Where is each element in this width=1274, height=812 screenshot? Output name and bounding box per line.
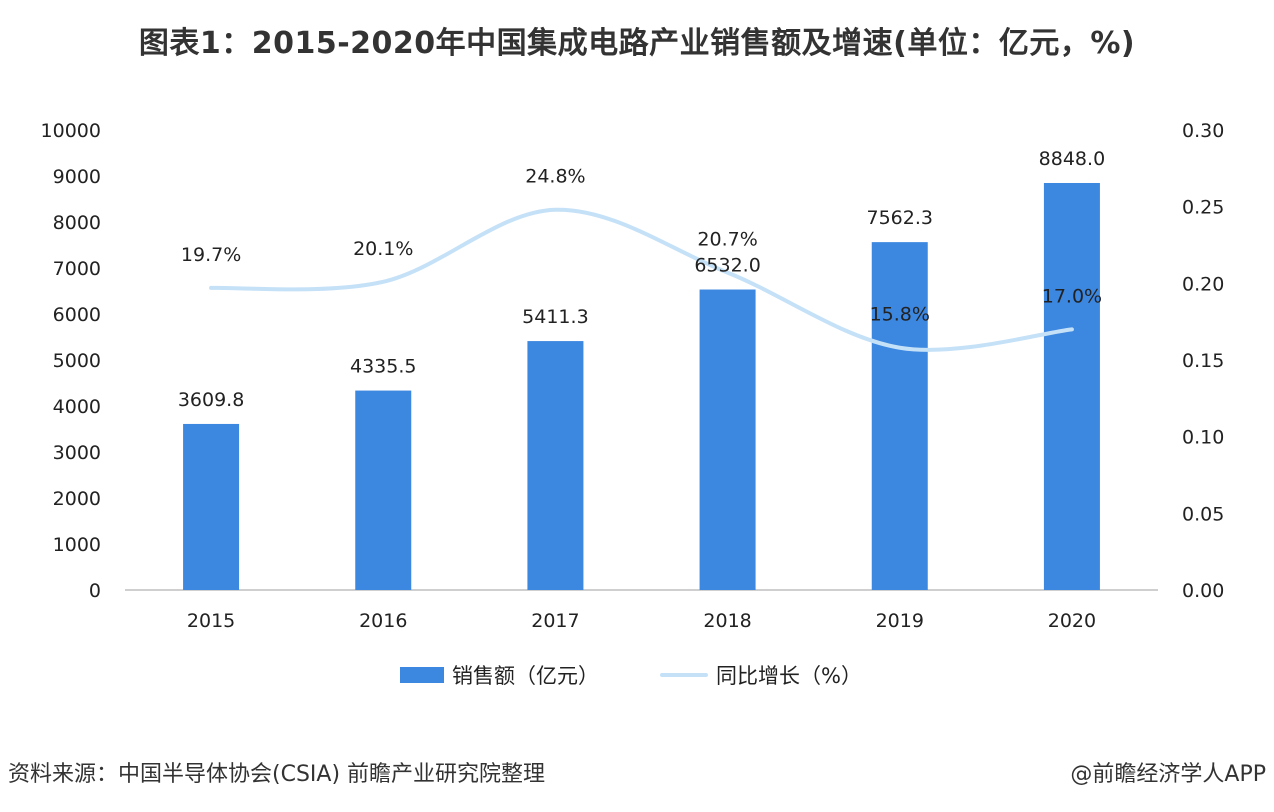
left-tick-label: 3000 — [53, 442, 101, 464]
right-tick-label: 0.10 — [1182, 427, 1224, 449]
x-tick-label: 2019 — [876, 610, 924, 632]
credit-note: @前瞻经济学人APP — [1070, 762, 1266, 787]
bar-value-label: 3609.8 — [178, 389, 244, 411]
bar — [1043, 182, 1100, 590]
line-value-label: 19.7% — [181, 244, 241, 266]
x-tick-label: 2017 — [531, 610, 579, 632]
line-value-label: 20.7% — [697, 229, 757, 251]
growth-line — [209, 207, 1074, 352]
right-tick-label: 0.00 — [1182, 580, 1224, 602]
left-tick-label: 1000 — [53, 534, 101, 556]
bar-data-labels: 3609.8 4335.5 5411.3 6532.0 7562.3 8848.0 — [178, 148, 1105, 411]
x-tick-label: 2018 — [703, 610, 751, 632]
left-tick-label: 4000 — [53, 396, 101, 418]
bar-value-label: 7562.3 — [867, 207, 933, 229]
legend-bar-swatch — [400, 667, 444, 683]
combo-chart: 0 1000 2000 3000 4000 5000 6000 7000 8000 9000 100… — [41, 120, 1225, 688]
right-tick-label: 0.15 — [1182, 350, 1224, 372]
left-tick-label: 2000 — [53, 488, 101, 510]
bar-value-label: 4335.5 — [350, 356, 416, 378]
bar-series — [183, 182, 1100, 590]
left-tick-label: 7000 — [53, 258, 101, 280]
left-tick-label: 5000 — [53, 350, 101, 372]
legend-bar-label: 销售额（亿元） — [452, 664, 599, 688]
right-tick-label: 0.30 — [1182, 120, 1224, 142]
bar-value-label: 5411.3 — [522, 306, 588, 328]
left-tick-label: 0 — [89, 580, 101, 602]
source-note: 资料来源：中国半导体协会(CSIA) 前瞻产业研究院整理 — [8, 762, 546, 787]
legend: 销售额（亿元） 同比增长（%） — [400, 664, 862, 688]
right-tick-label: 0.20 — [1182, 273, 1224, 295]
legend-line-label: 同比增长（%） — [716, 664, 862, 688]
bar — [183, 423, 240, 590]
line-value-label: 17.0% — [1042, 285, 1102, 307]
left-tick-label: 8000 — [53, 212, 101, 234]
bar-value-label: 8848.0 — [1039, 148, 1105, 170]
line-value-label: 24.8% — [525, 166, 585, 188]
left-tick-label: 9000 — [53, 166, 101, 188]
x-axis-ticks: 2015 2016 2017 2018 2019 2020 — [187, 610, 1096, 632]
x-tick-label: 2020 — [1048, 610, 1096, 632]
bar-value-label: 6532.0 — [694, 255, 760, 277]
line-value-label: 15.8% — [870, 304, 930, 326]
x-tick-label: 2016 — [359, 610, 407, 632]
right-tick-label: 0.05 — [1182, 503, 1224, 525]
chart-title: 图表1：2015-2020年中国集成电路产业销售额及增速(单位：亿元，%) — [138, 26, 1136, 61]
right-axis-ticks: 0.00 0.05 0.10 0.15 0.20 0.25 0.30 — [1182, 120, 1224, 602]
x-tick-label: 2015 — [187, 610, 235, 632]
line-data-labels: 19.7% 20.1% 24.8% 20.7% 15.8% 17.0% — [181, 166, 1102, 326]
line-value-label: 20.1% — [353, 238, 413, 260]
left-axis-ticks: 0 1000 2000 3000 4000 5000 6000 7000 8000 9000 100… — [41, 120, 101, 602]
right-tick-label: 0.25 — [1182, 197, 1224, 219]
left-tick-label: 6000 — [53, 304, 101, 326]
left-tick-label: 10000 — [41, 120, 101, 142]
bar — [699, 289, 756, 590]
bar — [355, 390, 412, 590]
bar — [527, 341, 584, 590]
bar — [871, 242, 928, 590]
